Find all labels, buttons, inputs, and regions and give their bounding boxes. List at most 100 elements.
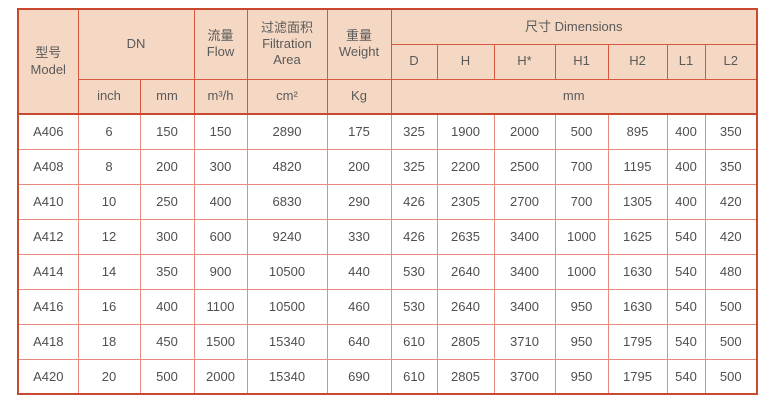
unit-area: cm² xyxy=(246,78,328,115)
model-cell: A416 xyxy=(17,288,79,325)
table-cell: 2200 xyxy=(436,148,495,185)
col-header-h1: H1 xyxy=(554,43,609,80)
table-cell: 1000 xyxy=(554,218,609,255)
table-cell: 400 xyxy=(666,113,706,150)
table-cell: 200 xyxy=(326,148,392,185)
table-cell: 500 xyxy=(704,358,758,395)
table-cell: 1195 xyxy=(607,148,668,185)
col-header-h2: H2 xyxy=(607,43,668,80)
table-cell: 3400 xyxy=(493,218,556,255)
table-cell: 2640 xyxy=(436,288,495,325)
col-header-h-star: H* xyxy=(493,43,556,80)
header-row-groups: 型号 Model DN 流量 Flow 过滤面积 Filtration Area… xyxy=(17,8,758,115)
table-cell: 540 xyxy=(666,358,706,395)
table-cell: 426 xyxy=(390,218,438,255)
model-cell: A408 xyxy=(17,148,79,185)
table-cell: 480 xyxy=(704,253,758,290)
table-cell: 500 xyxy=(704,323,758,360)
col-header-dimensions: 尺寸 Dimensions xyxy=(390,8,758,45)
table-cell: 4820 xyxy=(246,148,328,185)
table-cell: 290 xyxy=(326,183,392,220)
table-cell: 150 xyxy=(139,113,195,150)
table-cell: 18 xyxy=(77,323,141,360)
table-row-a420: A420 20 500 2000 15340 690 610 2805 3700… xyxy=(17,358,758,395)
table-cell: 450 xyxy=(139,323,195,360)
col-header-flow-zh: 流量 xyxy=(207,28,234,43)
table-cell: 540 xyxy=(666,253,706,290)
table-cell: 175 xyxy=(326,113,392,150)
table-body: A406 6 150 150 2890 175 325 1900 2000 50… xyxy=(17,113,758,395)
table-cell: 2700 xyxy=(493,183,556,220)
table-cell: 1630 xyxy=(607,288,668,325)
table-row-a414: A414 14 350 900 10500 440 530 2640 3400 … xyxy=(17,253,758,290)
model-cell: A420 xyxy=(17,358,79,395)
table-cell: 400 xyxy=(139,288,195,325)
table-cell: 2805 xyxy=(436,358,495,395)
table-cell: 500 xyxy=(554,113,609,150)
table-cell: 2000 xyxy=(193,358,248,395)
model-cell: A414 xyxy=(17,253,79,290)
table-cell: 420 xyxy=(704,183,758,220)
table-cell: 325 xyxy=(390,113,438,150)
table-cell: 1100 xyxy=(193,288,248,325)
col-header-l1: L1 xyxy=(666,43,706,80)
table-cell: 3400 xyxy=(493,288,556,325)
table-cell: 530 xyxy=(390,253,438,290)
table-cell: 350 xyxy=(704,113,758,150)
table-cell: 150 xyxy=(193,113,248,150)
table-cell: 400 xyxy=(666,183,706,220)
table-cell: 2640 xyxy=(436,253,495,290)
table-cell: 950 xyxy=(554,323,609,360)
col-header-dn: DN xyxy=(77,8,195,80)
table-cell: 1795 xyxy=(607,323,668,360)
table-cell: 10 xyxy=(77,183,141,220)
table-header: 型号 Model DN 流量 Flow 过滤面积 Filtration Area… xyxy=(17,8,758,115)
col-header-l2: L2 xyxy=(704,43,758,80)
table-row-a406: A406 6 150 150 2890 175 325 1900 2000 50… xyxy=(17,113,758,150)
table-cell: 6 xyxy=(77,113,141,150)
col-header-model: 型号 Model xyxy=(17,8,79,115)
table-cell: 690 xyxy=(326,358,392,395)
col-header-weight: 重量 Weight xyxy=(326,8,392,80)
table-cell: 1900 xyxy=(436,113,495,150)
model-cell: A406 xyxy=(17,113,79,150)
unit-flow: m³/h xyxy=(193,78,248,115)
table-cell: 3700 xyxy=(493,358,556,395)
col-header-model-en: Model xyxy=(30,61,66,77)
col-header-flow: 流量 Flow xyxy=(193,8,248,80)
table-cell: 420 xyxy=(704,218,758,255)
filter-spec-table: 型号 Model DN 流量 Flow 过滤面积 Filtration Area… xyxy=(17,8,758,395)
model-cell: A410 xyxy=(17,183,79,220)
table-cell: 950 xyxy=(554,358,609,395)
table-cell: 325 xyxy=(390,148,438,185)
unit-mm: mm xyxy=(139,78,195,115)
table-row-a418: A418 18 450 1500 15340 640 610 2805 3710… xyxy=(17,323,758,360)
table-cell: 610 xyxy=(390,323,438,360)
table-cell: 540 xyxy=(666,323,706,360)
table-cell: 400 xyxy=(666,148,706,185)
table-cell: 1305 xyxy=(607,183,668,220)
col-header-model-zh: 型号 xyxy=(35,45,62,61)
table-cell: 2890 xyxy=(246,113,328,150)
col-header-filtration-en: Filtration Area xyxy=(262,36,312,68)
table-cell: 6830 xyxy=(246,183,328,220)
table-row-a412: A412 12 300 600 9240 330 426 2635 3400 1… xyxy=(17,218,758,255)
table-cell: 200 xyxy=(139,148,195,185)
table-cell: 350 xyxy=(704,148,758,185)
table-cell: 10500 xyxy=(246,288,328,325)
spec-table-container: 型号 Model DN 流量 Flow 过滤面积 Filtration Area… xyxy=(17,8,758,395)
table-cell: 600 xyxy=(193,218,248,255)
header-row-units: inch mm m³/h cm² Kg mm xyxy=(18,78,758,115)
table-cell: 15340 xyxy=(246,323,328,360)
table-cell: 895 xyxy=(607,113,668,150)
table-cell: 900 xyxy=(193,253,248,290)
unit-dimensions: mm xyxy=(390,78,758,115)
col-header-flow-en: Flow xyxy=(206,44,235,60)
col-header-h: H xyxy=(436,43,495,80)
table-cell: 16 xyxy=(77,288,141,325)
table-cell: 250 xyxy=(139,183,195,220)
table-cell: 700 xyxy=(554,183,609,220)
unit-weight: Kg xyxy=(326,78,392,115)
table-cell: 460 xyxy=(326,288,392,325)
table-cell: 500 xyxy=(139,358,195,395)
